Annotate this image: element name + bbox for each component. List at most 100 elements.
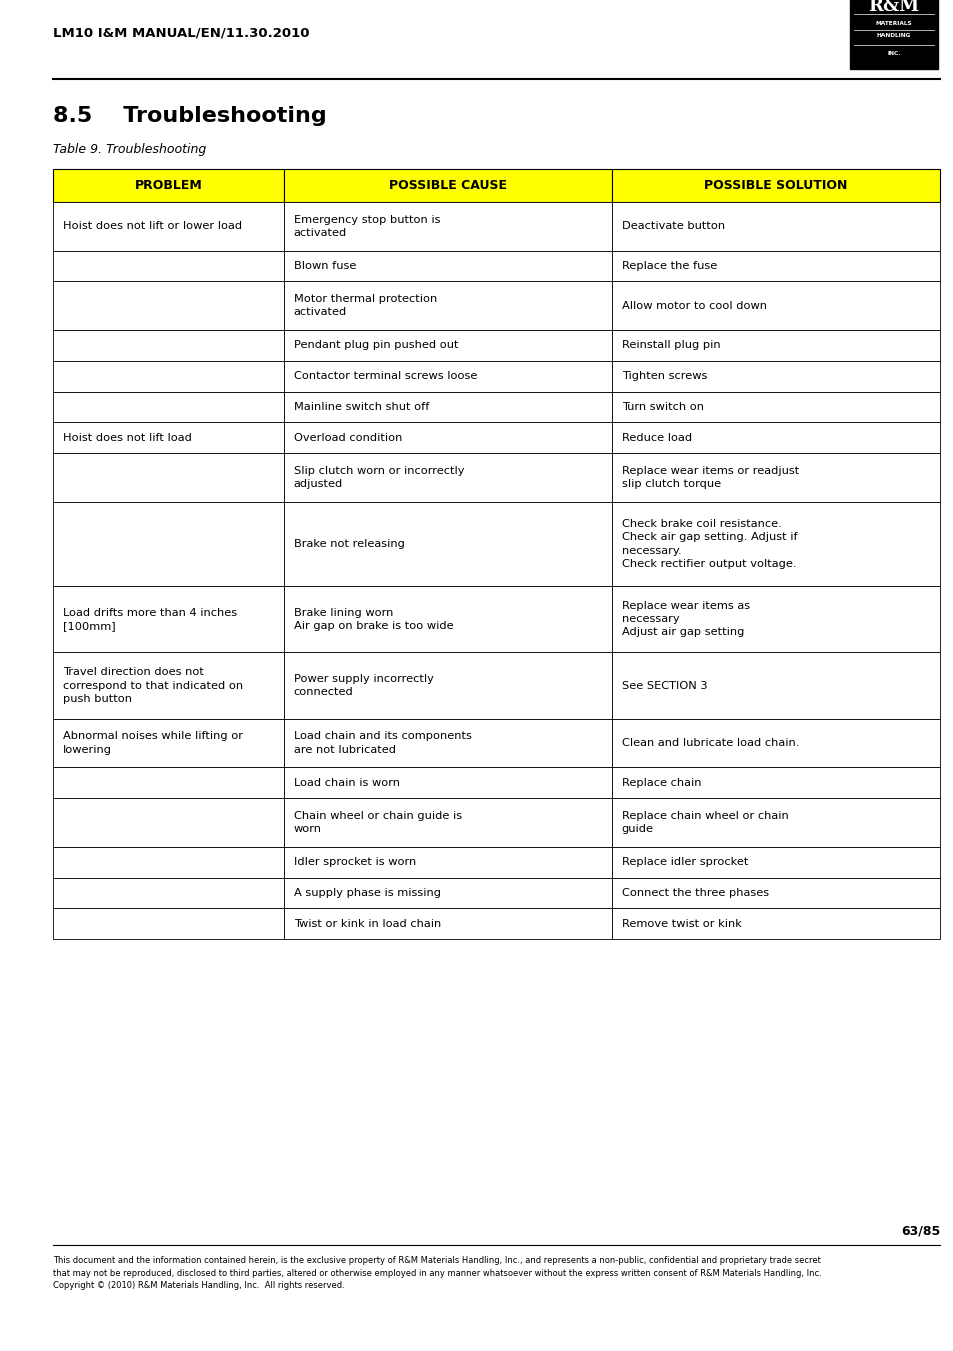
Bar [611,767,939,798]
Bar [53,203,283,250]
Text: Blown fuse: Blown fuse [294,261,355,272]
Text: MATERIALS: MATERIALS [875,20,911,26]
Bar [611,653,939,719]
Bar [611,586,939,653]
Text: A supply phase is missing: A supply phase is missing [294,888,440,898]
Bar [611,847,939,878]
Text: Allow motor to cool down: Allow motor to cool down [621,301,766,311]
Bar [611,453,939,501]
Bar [53,361,283,392]
Bar [611,203,939,250]
Text: Tighten screws: Tighten screws [621,372,706,381]
Text: R&M: R&M [867,0,919,15]
Text: 8.5    Troubleshooting: 8.5 Troubleshooting [53,105,327,126]
Text: Remove twist or kink: Remove twist or kink [621,919,740,928]
Text: Hoist does not lift load: Hoist does not lift load [63,432,192,443]
Bar [53,330,283,361]
Text: Abnormal noises while lifting or
lowering: Abnormal noises while lifting or lowerin… [63,731,243,755]
Bar [283,653,611,719]
Text: Turn switch on: Turn switch on [621,403,703,412]
Text: Emergency stop button is
activated: Emergency stop button is activated [294,215,439,238]
Bar [611,878,939,908]
Bar [283,908,611,939]
Bar [53,767,283,798]
Text: Load chain is worn: Load chain is worn [294,778,399,788]
Bar [53,281,283,330]
Bar [53,250,283,281]
Text: Replace chain: Replace chain [621,778,700,788]
Text: 63/85: 63/85 [900,1224,939,1238]
Bar [283,586,611,653]
Bar [611,281,939,330]
Text: Table 9. Troubleshooting: Table 9. Troubleshooting [53,142,206,155]
Text: This document and the information contained herein, is the exclusive property of: This document and the information contai… [53,1256,821,1290]
Text: HANDLING: HANDLING [876,32,910,38]
Text: Slip clutch worn or incorrectly
adjusted: Slip clutch worn or incorrectly adjusted [294,466,463,489]
Bar [283,423,611,453]
Text: POSSIBLE CAUSE: POSSIBLE CAUSE [388,178,506,192]
Text: PROBLEM: PROBLEM [134,178,202,192]
Bar [611,798,939,847]
Bar [53,453,283,501]
Text: Mainline switch shut off: Mainline switch shut off [294,403,429,412]
Text: Check brake coil resistance.
Check air gap setting. Adjust if
necessary.
Check r: Check brake coil resistance. Check air g… [621,519,797,569]
Bar [283,281,611,330]
Bar [53,878,283,908]
Text: Overload condition: Overload condition [294,432,401,443]
Text: Load drifts more than 4 inches
[100mm]: Load drifts more than 4 inches [100mm] [63,608,237,631]
Text: INC.: INC. [886,50,900,55]
Bar [53,586,283,653]
Bar [283,250,611,281]
Text: Reinstall plug pin: Reinstall plug pin [621,340,720,350]
Bar [611,908,939,939]
Text: Pendant plug pin pushed out: Pendant plug pin pushed out [294,340,457,350]
Bar [611,501,939,586]
Text: Brake not releasing: Brake not releasing [294,539,404,549]
Text: Power supply incorrectly
connected: Power supply incorrectly connected [294,674,433,697]
Text: Clean and lubricate load chain.: Clean and lubricate load chain. [621,738,799,748]
Bar [283,361,611,392]
Text: Motor thermal protection
activated: Motor thermal protection activated [294,295,436,317]
Text: Replace idler sprocket: Replace idler sprocket [621,857,747,867]
Bar [283,878,611,908]
Bar [283,330,611,361]
Text: Replace wear items or readjust
slip clutch torque: Replace wear items or readjust slip clut… [621,466,799,489]
Text: Twist or kink in load chain: Twist or kink in load chain [294,919,440,928]
Bar [849,0,937,69]
Bar [283,203,611,250]
Text: Replace chain wheel or chain
guide: Replace chain wheel or chain guide [621,811,788,834]
Text: Idler sprocket is worn: Idler sprocket is worn [294,857,416,867]
Bar [611,250,939,281]
Bar [283,847,611,878]
Bar [283,719,611,767]
Bar [53,501,283,586]
Bar [53,653,283,719]
Text: Load chain and its components
are not lubricated: Load chain and its components are not lu… [294,731,471,755]
Text: Replace the fuse: Replace the fuse [621,261,717,272]
Text: Brake lining worn
Air gap on brake is too wide: Brake lining worn Air gap on brake is to… [294,608,453,631]
Text: POSSIBLE SOLUTION: POSSIBLE SOLUTION [703,178,846,192]
Bar [283,392,611,423]
Bar [53,169,283,203]
Bar [53,719,283,767]
Bar [611,423,939,453]
Bar [283,798,611,847]
Bar [283,767,611,798]
Text: Replace wear items as
necessary
Adjust air gap setting: Replace wear items as necessary Adjust a… [621,601,749,638]
Bar [611,169,939,203]
Bar [53,847,283,878]
Bar [53,798,283,847]
Bar [53,423,283,453]
Bar [611,719,939,767]
Bar [611,361,939,392]
Bar [53,908,283,939]
Bar [611,392,939,423]
Text: Chain wheel or chain guide is
worn: Chain wheel or chain guide is worn [294,811,461,834]
Bar [53,392,283,423]
Text: See SECTION 3: See SECTION 3 [621,681,707,690]
Text: Deactivate button: Deactivate button [621,222,724,231]
Bar [283,453,611,501]
Text: Hoist does not lift or lower load: Hoist does not lift or lower load [63,222,242,231]
Text: Reduce load: Reduce load [621,432,691,443]
Bar [283,169,611,203]
